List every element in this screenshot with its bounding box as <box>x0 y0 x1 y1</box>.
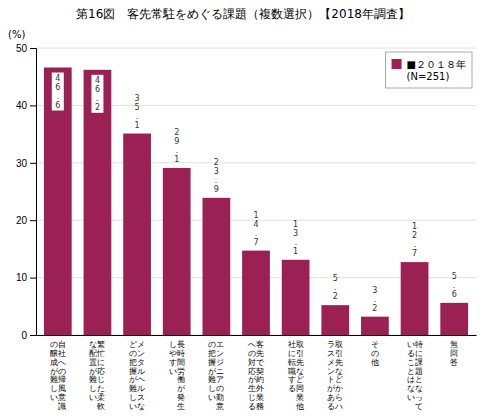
grid <box>36 48 476 335</box>
tick-label: 20 <box>16 215 28 226</box>
tick: その他 <box>371 335 379 367</box>
tick-label: 10 <box>16 272 28 283</box>
data-label: 12．7 <box>411 222 419 258</box>
data-label: 3．2 <box>371 286 379 313</box>
tick: 50 <box>16 43 36 54</box>
tick-mark <box>30 220 36 221</box>
data-label: 5．2 <box>331 274 339 301</box>
chart: 0 10 20 30 40 50 の自醸社成へがの難帰し風い意 識 な繁配忙置にが応難じしたい… <box>0 0 486 417</box>
tick: の自醸社成へがの難帰し風い意 識 <box>50 335 66 411</box>
grid-line <box>36 48 476 49</box>
data-label: 46．6 <box>54 74 62 110</box>
tick-mark <box>30 105 36 106</box>
data-label-background <box>91 75 103 113</box>
legend-label: ■２０１８年(N=251) <box>407 59 466 82</box>
data-label: 29．1 <box>173 128 181 164</box>
tick: 40 <box>16 100 36 111</box>
data-label-group: 35．1 <box>133 94 141 130</box>
data-label-group: 12．7 <box>411 222 419 258</box>
tick: のエ把ン握ジがニ難アしのい勤 意 <box>208 335 224 411</box>
data-label: 35．1 <box>133 94 141 130</box>
bar <box>440 303 468 335</box>
tick: し長や時す間い労 働 が 発 生 <box>169 335 186 411</box>
bar <box>361 317 389 335</box>
tick-label: 無回答 <box>450 340 458 367</box>
data-label-group: 3．2 <box>371 286 379 313</box>
axis-line <box>30 49 37 336</box>
data-label: 23．9 <box>212 158 220 194</box>
title: 第16図 客先常駐をめぐる課題（複数選択）【2018年調査】 <box>76 7 410 21</box>
tick: ラ取ス引メ先ンなトどがかあらるハ <box>327 335 343 411</box>
tick: どメのン把タ握ルがヘ難ルしスいな <box>129 335 145 411</box>
tick-mark <box>30 278 36 279</box>
bars <box>44 68 468 335</box>
bar <box>202 198 230 335</box>
tick: い特るにこ課と題はとなないっ て <box>407 335 423 411</box>
tick-label: 0 <box>21 330 27 341</box>
tick: 30 <box>16 158 36 169</box>
tick-mark <box>30 48 36 49</box>
data-label: 13．1 <box>292 220 300 256</box>
data-label-background <box>52 73 64 111</box>
tick-label: な繁配忙置にが応難じしたい柔 軟 <box>89 340 105 411</box>
bar <box>321 305 349 335</box>
data-label-group: 23．9 <box>212 158 220 194</box>
tick-mark <box>30 163 36 164</box>
tick-label: 30 <box>16 158 28 169</box>
tick-label: 40 <box>16 100 28 111</box>
legend-swatch <box>392 59 402 69</box>
y-axis-label: (%) <box>8 29 25 40</box>
bar <box>123 134 151 335</box>
tick: 10 <box>16 272 36 283</box>
tick: 社取に引転先職なすどる同 業 他 <box>288 335 304 411</box>
tick: 20 <box>16 215 36 226</box>
y-axis: 0 10 20 30 40 50 <box>16 43 37 341</box>
bar <box>282 260 310 335</box>
data-label-group: 46．2 <box>91 75 103 113</box>
bar <box>84 70 112 335</box>
bar <box>242 251 270 335</box>
x-axis: の自醸社成へがの難帰し風い意 識 な繁配忙置にが応難じしたい柔 軟 どメのン把タ握ル… <box>37 335 477 411</box>
axis-line <box>37 335 477 336</box>
data-label: 46．2 <box>93 76 101 112</box>
data-labels: 46．6 46．2 35．1 29．1 23．9 14．7 13．1 5．2 3．2 12．7 5．… <box>52 73 458 313</box>
tick-mark <box>30 335 36 336</box>
legend: ■２０１８年(N=251) <box>386 52 472 88</box>
tick-label: ラ取ス引メ先ンなトどがかあらるハ <box>327 340 343 411</box>
tick-label: その他 <box>371 340 379 367</box>
tick: 無回答 <box>450 335 458 367</box>
data-label-group: 46．6 <box>52 73 64 111</box>
bar <box>44 68 72 335</box>
data-label-group: 29．1 <box>173 128 181 164</box>
tick-label: へ客の先対で応契が約生外じ業る務 <box>248 340 265 411</box>
data-label: 14．7 <box>252 211 260 247</box>
tick: へ客の先対で応契が約生外じ業る務 <box>248 335 265 411</box>
chart-container: 0 10 20 30 40 50 の自醸社成へがの難帰し風い意 識 な繁配忙置にが応難じしたい… <box>0 0 486 417</box>
tick-label: 50 <box>16 43 28 54</box>
data-label-group: 14．7 <box>252 211 260 247</box>
data-label-group: 5．6 <box>450 272 458 299</box>
data-label-group: 13．1 <box>292 220 300 256</box>
tick: な繁配忙置にが応難じしたい柔 軟 <box>89 335 105 411</box>
bar <box>163 168 191 335</box>
tick-label: の自醸社成へがの難帰し風い意 識 <box>50 340 66 411</box>
tick-label: のエ把ン握ジがニ難アしのい勤 意 <box>208 340 224 411</box>
legend-frame <box>386 52 472 88</box>
tick-label: し長や時す間い労 働 が 発 生 <box>169 340 186 411</box>
tick-label: どメのン把タ握ルがヘ難ルしスいな <box>129 340 145 411</box>
bar <box>401 262 429 335</box>
data-label: 5．6 <box>450 272 458 299</box>
tick: 0 <box>21 330 36 341</box>
tick-label: 社取に引転先職なすどる同 業 他 <box>288 340 304 411</box>
tick-label: い特るにこ課と題はとなないっ て <box>407 340 423 411</box>
data-label-group: 5．2 <box>331 274 339 301</box>
